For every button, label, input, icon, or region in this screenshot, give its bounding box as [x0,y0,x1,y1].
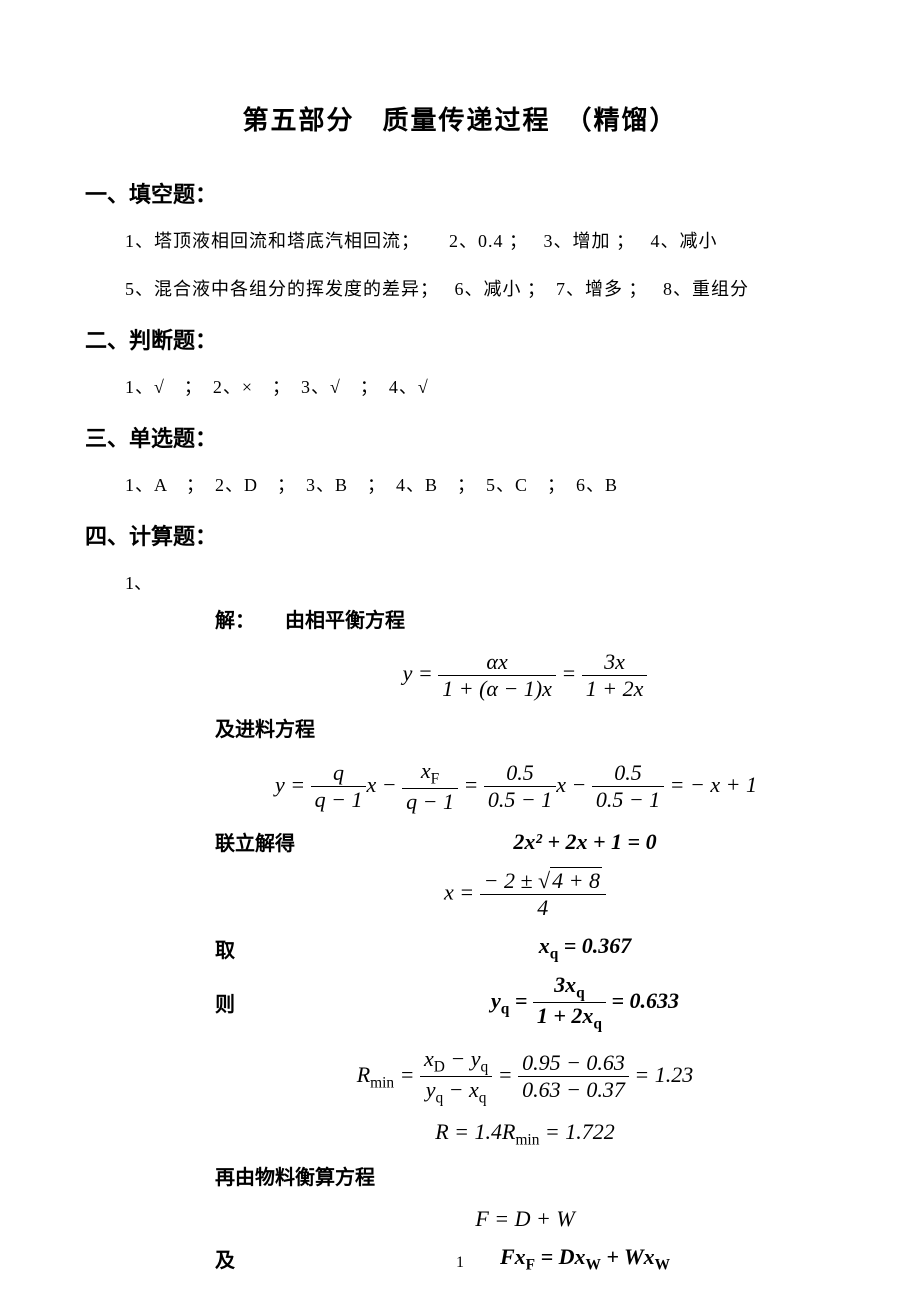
feed-label: 及进料方程 [215,714,835,746]
document-title: 第五部分 质量传递过程 （精馏） [85,100,835,137]
frac-num: q [311,760,367,787]
equilibrium-equation: y = αx 1 + (α − 1)x = 3x 1 + 2x [215,649,835,702]
frac-den: 1 + 2x [582,676,648,702]
solution-label: 解： 由相平衡方程 [215,605,835,637]
solve-row: 联立解得 2x² + 2x + 1 = 0 [215,827,835,856]
quadratic-solution: x = − 2 ± √4 + 8 4 [215,868,835,921]
and-label: 及 [215,1244,335,1273]
yq-equation: yq = 3xq 1 + 2xq = 0.633 [335,972,835,1034]
mass-balance-label: 再由物料衡算方程 [215,1162,835,1194]
page-number: 1 [456,1254,464,1272]
fill-answers-1: 1、塔顶液相回流和塔底汽相回流； 2、0.4 ； 3、增加 ； 4、减小 [125,227,835,253]
then-label: 则 [215,988,335,1017]
component-balance: FxF = DxW + WxW [335,1244,835,1274]
section-4-header: 四、计算题： [85,519,835,551]
section-3-header: 三、单选题： [85,421,835,453]
frac-num: 0.5 [592,760,664,787]
solution-block: 解： 由相平衡方程 y = αx 1 + (α − 1)x = 3x 1 + 2… [215,605,835,1274]
frac-num: xF [402,758,458,789]
quadratic-eq: 2x² + 2x + 1 = 0 [335,829,835,855]
frac-den: 1 + (α − 1)x [438,676,556,702]
eq-var: y [403,661,413,686]
frac-num: 0.5 [484,760,556,787]
r-equation: R = 1.4Rmin = 1.722 [215,1119,835,1149]
frac-den: q − 1 [311,787,367,813]
fill-answers-2: 5、混合液中各组分的挥发度的差异； 6、减小 ； 7、增多 ； 8、重组分 [125,275,835,301]
problem-1-number: 1、 [125,569,835,595]
eq-rhs: = − x + 1 [670,772,757,797]
frac-num: αx [438,649,556,676]
mass-balance-1: F = D + W [215,1206,835,1232]
then-row: 则 yq = 3xq 1 + 2xq = 0.633 [215,972,835,1034]
section-2-header: 二、判断题： [85,323,835,355]
and-row: 及 FxF = DxW + WxW [215,1244,835,1274]
frac-den: 0.5 − 1 [484,787,556,813]
xq-value: xq = 0.367 [335,933,835,963]
choice-answers: 1、A ； 2、D ； 3、B ； 4、B ； 5、C ； 6、B [125,471,835,497]
rmin-equation: Rmin = xD − yq yq − xq = 0.95 − 0.63 0.6… [215,1046,835,1108]
frac-num: − 2 ± √4 + 8 [480,868,606,895]
solve-label: 联立解得 [215,827,335,856]
take-label: 取 [215,934,335,963]
section-1-header: 一、填空题： [85,177,835,209]
judge-answers: 1、√ ； 2、× ； 3、√ ； 4、√ [125,373,835,399]
frac-den: 0.5 − 1 [592,787,664,813]
frac-den: q − 1 [402,789,458,815]
take-row: 取 xq = 0.367 [215,933,835,963]
frac-num: 3x [582,649,648,676]
frac-den: 4 [480,895,606,921]
feed-equation: y = q q − 1 x − xF q − 1 = 0.5 0.5 − 1 x… [275,758,835,815]
